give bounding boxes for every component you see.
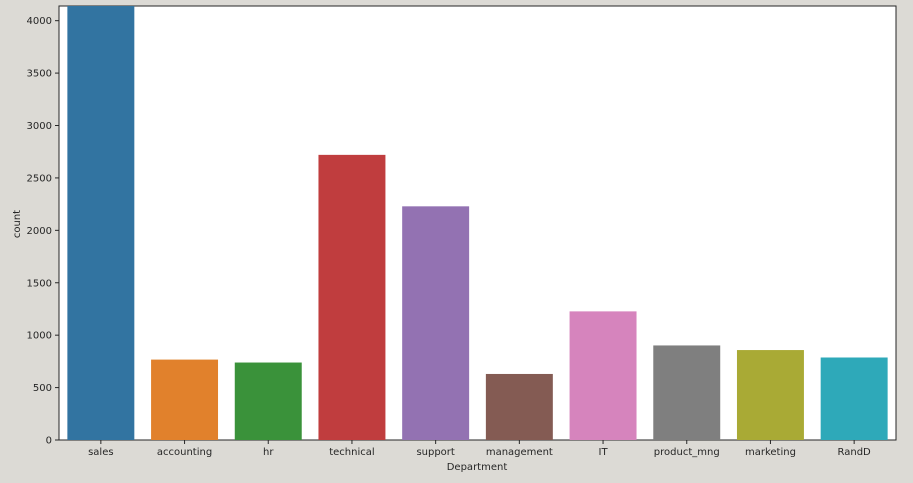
- y-tick-label: 1500: [27, 278, 52, 289]
- x-tick-label: marketing: [745, 447, 796, 458]
- x-tick-label: IT: [599, 447, 609, 458]
- y-axis-label: count: [12, 210, 23, 238]
- y-tick-label: 2000: [27, 226, 52, 237]
- y-tick-label: 1000: [27, 331, 52, 342]
- y-tick-label: 4000: [27, 16, 52, 27]
- bar-IT: [569, 311, 637, 440]
- x-axis: sales accounting hr technical support managem…: [88, 440, 871, 458]
- x-tick-label: support: [416, 447, 454, 458]
- bars-group: [67, 6, 888, 440]
- y-axis: 0 500 1000 1500 2000 2500 3000 3500 4000: [27, 16, 59, 447]
- y-tick-label: 500: [33, 383, 52, 394]
- x-tick-label: sales: [88, 447, 113, 458]
- bar-sales: [67, 6, 135, 440]
- y-tick-label: 3000: [27, 121, 52, 132]
- bar-marketing: [736, 350, 804, 440]
- x-tick-label: RandD: [838, 447, 872, 458]
- x-axis-label: Department: [447, 462, 508, 473]
- bar-management: [485, 373, 553, 440]
- y-tick-label: 2500: [27, 173, 52, 184]
- bar-hr: [234, 362, 302, 440]
- bar-RandD: [820, 357, 888, 440]
- bar-product_mng: [653, 345, 721, 440]
- bar-technical: [318, 154, 386, 440]
- y-tick-label: 0: [46, 436, 52, 447]
- x-tick-label: product_mng: [654, 447, 720, 458]
- x-tick-label: technical: [329, 447, 374, 458]
- x-tick-label: hr: [263, 447, 274, 458]
- x-tick-label: management: [486, 447, 553, 458]
- y-tick-label: 3500: [27, 69, 52, 80]
- x-tick-label: accounting: [157, 447, 212, 458]
- bar-accounting: [151, 359, 219, 440]
- bar-support: [402, 206, 470, 440]
